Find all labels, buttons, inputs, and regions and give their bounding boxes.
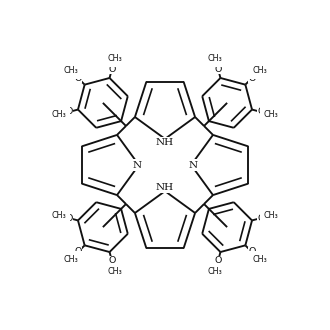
Text: NH: NH xyxy=(156,183,174,192)
Text: O: O xyxy=(75,74,82,83)
Text: CH₃: CH₃ xyxy=(107,267,122,276)
Text: NH: NH xyxy=(156,138,174,147)
Text: O: O xyxy=(66,107,73,116)
Text: CH₃: CH₃ xyxy=(252,66,267,75)
Text: CH₃: CH₃ xyxy=(51,110,66,119)
Text: O: O xyxy=(257,107,264,116)
Text: O: O xyxy=(248,247,255,256)
Text: CH₃: CH₃ xyxy=(208,267,223,276)
Text: O: O xyxy=(108,65,116,74)
Text: O: O xyxy=(248,74,255,83)
Text: CH₃: CH₃ xyxy=(264,211,279,220)
Text: CH₃: CH₃ xyxy=(208,54,223,63)
Text: O: O xyxy=(108,256,116,265)
Text: CH₃: CH₃ xyxy=(63,255,78,264)
Text: CH₃: CH₃ xyxy=(51,211,66,220)
Text: O: O xyxy=(214,65,222,74)
Text: O: O xyxy=(75,247,82,256)
Text: CH₃: CH₃ xyxy=(264,110,279,119)
Text: CH₃: CH₃ xyxy=(252,255,267,264)
Text: O: O xyxy=(214,256,222,265)
Text: CH₃: CH₃ xyxy=(63,66,78,75)
Text: N: N xyxy=(188,160,197,170)
Text: N: N xyxy=(133,160,142,170)
Text: O: O xyxy=(257,214,264,223)
Text: CH₃: CH₃ xyxy=(107,54,122,63)
Text: O: O xyxy=(66,214,73,223)
